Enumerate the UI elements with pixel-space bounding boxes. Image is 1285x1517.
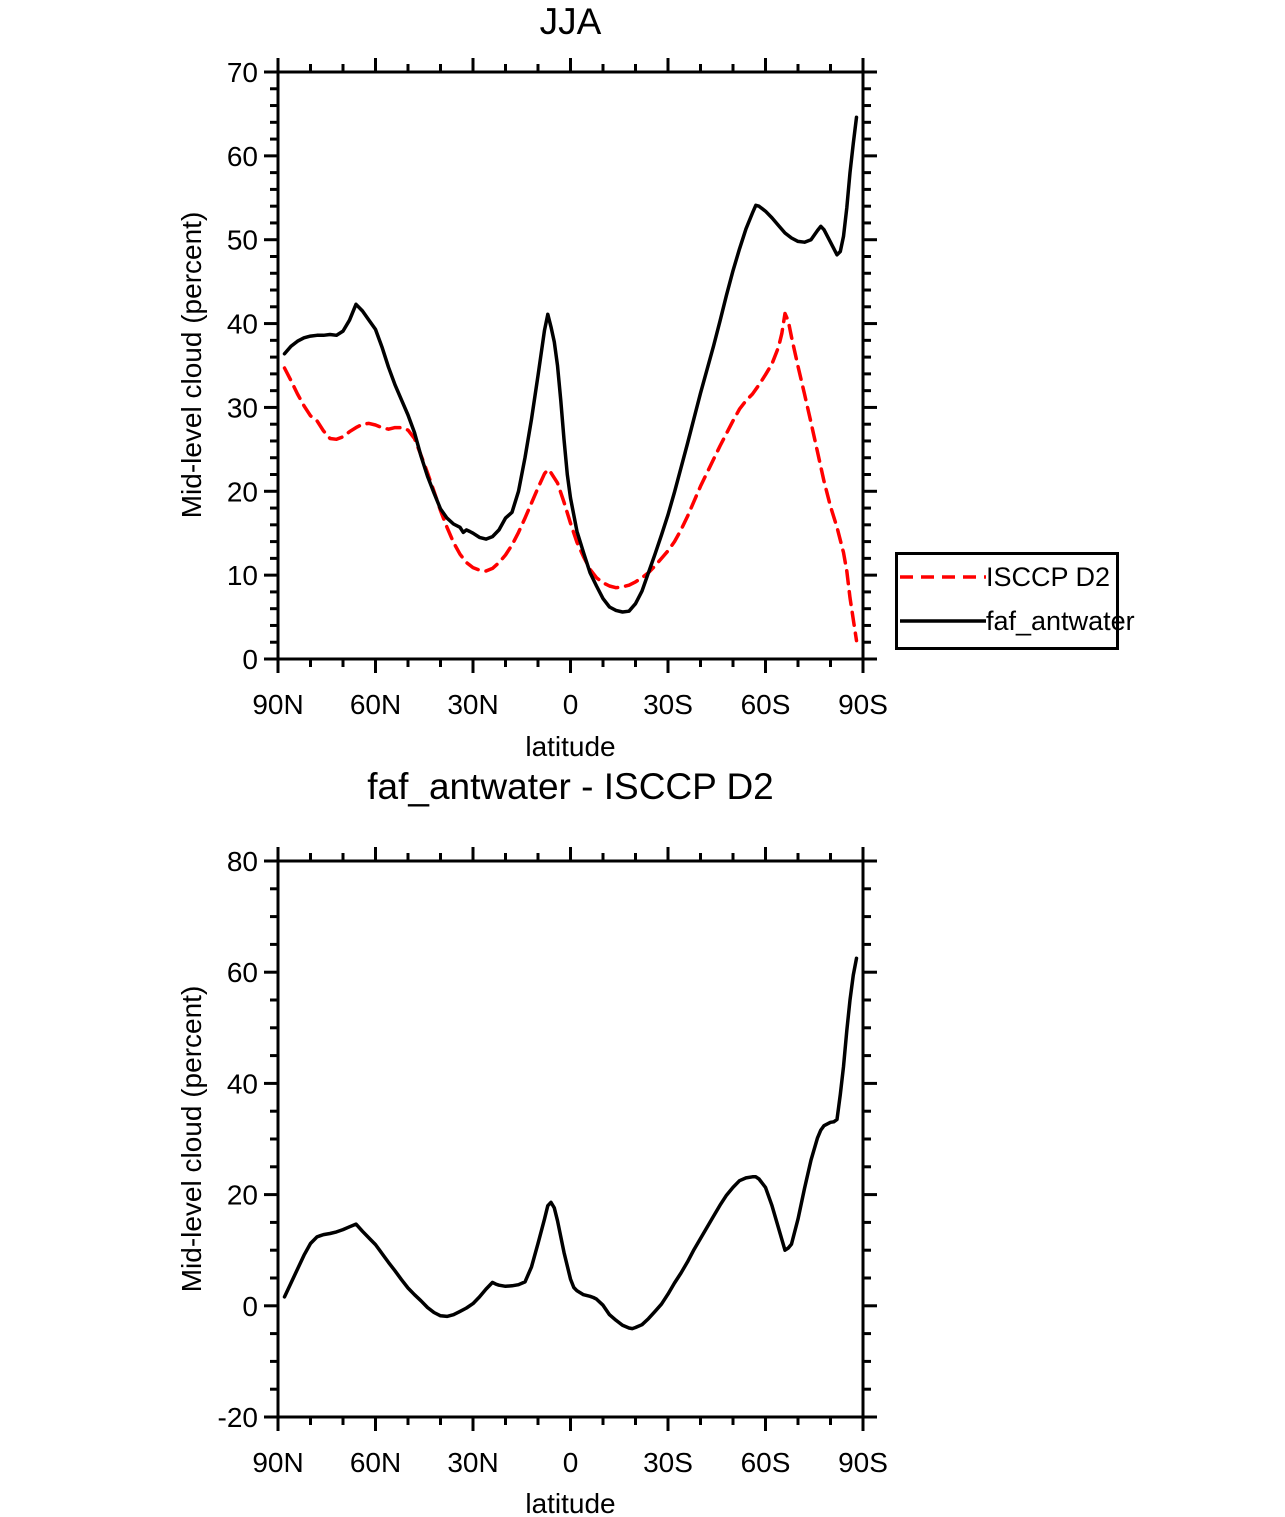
y-tick-label: 70 [227, 57, 258, 88]
top-panel-xlabel: latitude [525, 731, 616, 762]
y-tick-label: 40 [227, 1068, 258, 1099]
y-tick-label: 50 [227, 225, 258, 256]
legend-line-solid-icon [900, 619, 986, 623]
y-tick-label: 60 [227, 141, 258, 172]
y-tick-label: 20 [227, 1180, 258, 1211]
x-tick-label: 30S [643, 689, 693, 720]
axis-ticks [264, 847, 877, 1431]
legend-line-dashed-icon [900, 575, 986, 579]
series-isccp-d2-line [282, 311, 859, 643]
top-panel-title: JJA [539, 1, 602, 42]
legend-label-faf-antwater: faf_antwater [986, 605, 1135, 636]
series-faf-antwater-line [282, 115, 859, 614]
x-tick-label: 90S [838, 689, 888, 720]
x-tick-label: 90N [252, 1447, 303, 1478]
bottom-panel-title: faf_antwater - ISCCP D2 [367, 766, 774, 807]
y-tick-label: 0 [242, 1291, 258, 1322]
y-tick-label: -20 [218, 1402, 258, 1433]
plot-box [276, 70, 865, 661]
y-tick-label: 80 [227, 846, 258, 877]
bottom-panel-xlabel: latitude [525, 1488, 616, 1517]
x-tick-label: 30N [447, 1447, 498, 1478]
panel-bottom: 90N 60N 30N 0 30S 60S 90S -20 0 20 40 60 80 [218, 846, 888, 1478]
x-tick-label: 90S [838, 1447, 888, 1478]
bottom-panel-ylabel: Mid-level cloud (percent) [176, 985, 207, 1293]
legend-entry-isccp-d2: ISCCP D2 [900, 559, 1110, 595]
legend-box: ISCCP D2 faf_antwater [895, 552, 1135, 650]
y-tick-label: 40 [227, 309, 258, 340]
top-panel-ylabel: Mid-level cloud (percent) [176, 211, 207, 519]
axis-ticks [264, 58, 877, 673]
x-tick-label: 60S [741, 1447, 791, 1478]
x-tick-label: 60N [350, 1447, 401, 1478]
x-tick-label: 30N [447, 689, 498, 720]
x-tick-label: 30S [643, 1447, 693, 1478]
series-faf-antwater-isccp-d2-line [282, 956, 859, 1331]
x-tick-label: 90N [252, 689, 303, 720]
tick-labels: 90N 60N 30N 0 30S 60S 90S -20 0 20 40 60 80 [218, 846, 888, 1478]
y-tick-label: 60 [227, 957, 258, 988]
x-tick-label: 0 [563, 689, 579, 720]
panel-top: 90N 60N 30N 0 30S 60S 90S 0 10 20 30 40 50 60 70 [227, 57, 888, 720]
tick-labels: 90N 60N 30N 0 30S 60S 90S 0 10 20 30 40 50 60 70 [227, 57, 888, 720]
legend-label-isccp-d2: ISCCP D2 [986, 561, 1111, 592]
legend-entry-faf-antwater: faf_antwater [900, 603, 1135, 639]
x-tick-label: 60S [741, 689, 791, 720]
plot-box [276, 859, 865, 1419]
y-tick-label: 10 [227, 560, 258, 591]
y-tick-label: 30 [227, 392, 258, 423]
x-tick-label: 60N [350, 689, 401, 720]
y-tick-label: 20 [227, 476, 258, 507]
y-tick-label: 0 [242, 644, 258, 675]
x-tick-label: 0 [563, 1447, 579, 1478]
